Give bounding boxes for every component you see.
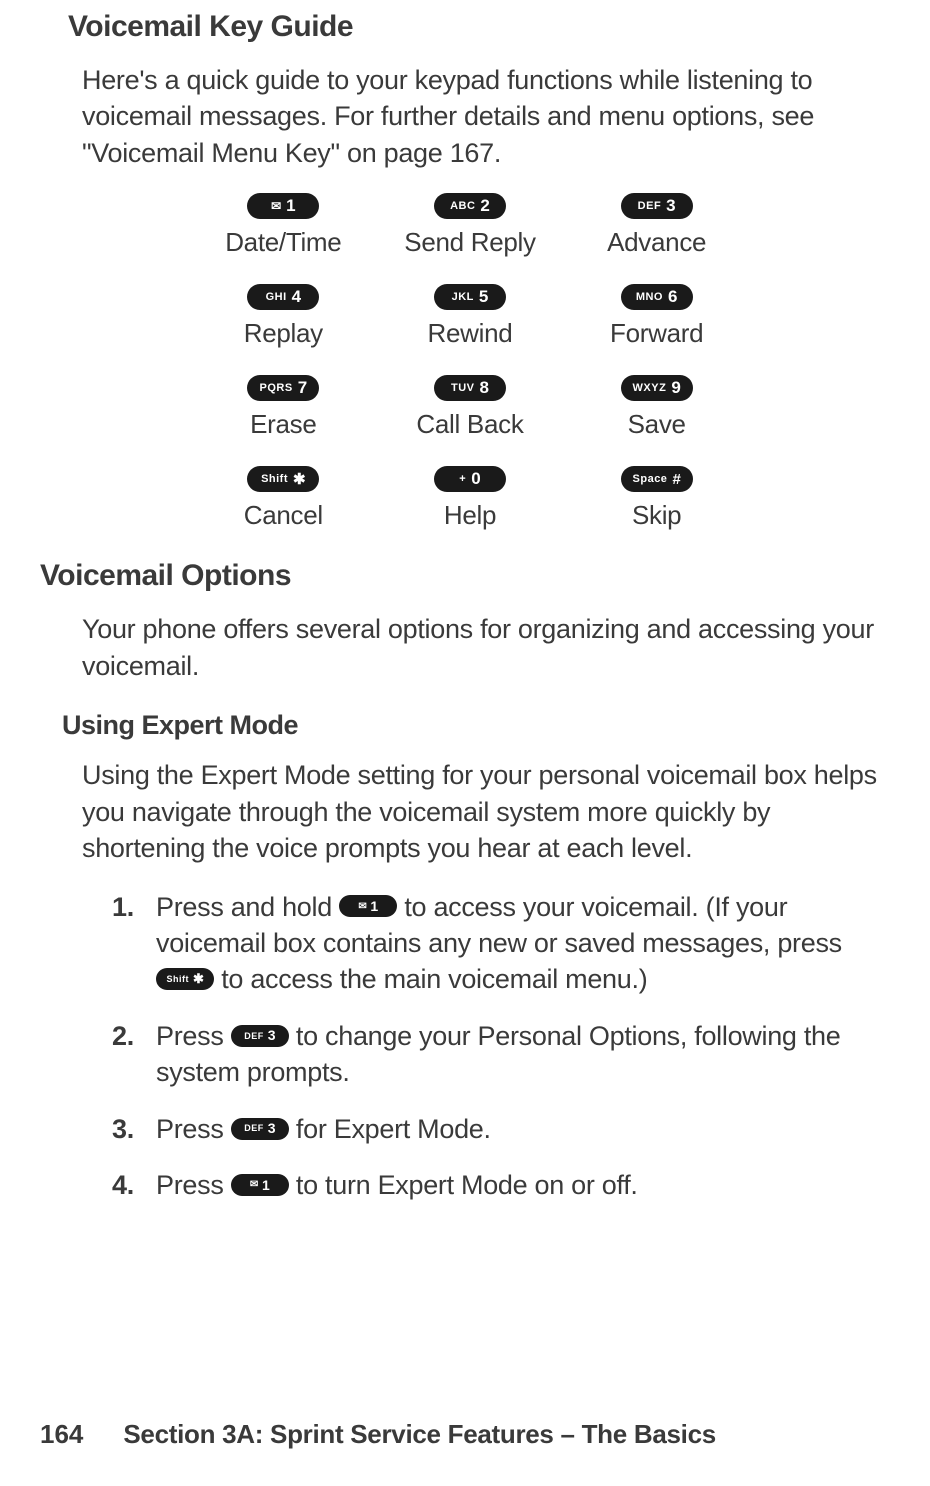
key-label: Send Reply — [377, 227, 564, 258]
intro-key-guide: Here's a quick guide to your keypad func… — [82, 62, 900, 171]
key-pill-icon: +0 — [434, 466, 506, 492]
key-label: Cancel — [190, 500, 377, 531]
key-star-icon: Shift✱ — [156, 968, 214, 990]
step-text: Press — [156, 1114, 231, 1144]
key-pill-icon: DEF3 — [621, 193, 693, 219]
step-number: 2. — [112, 1018, 134, 1054]
key-1-icon: ✉1 — [231, 1174, 289, 1196]
key-pill-icon: TUV8 — [434, 375, 506, 401]
key-cell: ✉1 Date/Time — [190, 193, 377, 258]
page-number: 164 — [40, 1419, 83, 1450]
step-text: Press — [156, 1170, 231, 1200]
key-pill-icon: ABC2 — [434, 193, 506, 219]
step-3: 3. Press DEF3 for Expert Mode. — [112, 1111, 900, 1147]
keypad-grid: ✉1 Date/Time ABC2 Send Reply DEF3 Advance GHI4… — [190, 193, 750, 531]
step-text: Press — [156, 1021, 231, 1051]
key-pill-icon: Space# — [621, 466, 693, 492]
step-2: 2. Press DEF3 to change your Personal Op… — [112, 1018, 900, 1091]
key-label: Help — [377, 500, 564, 531]
key-label: Rewind — [377, 318, 564, 349]
key-pill-icon: PQRS7 — [247, 375, 319, 401]
step-text: for Expert Mode. — [289, 1114, 491, 1144]
steps-list: 1. Press and hold ✉1 to access your voic… — [112, 889, 900, 1204]
key-label: Save — [563, 409, 750, 440]
heading-key-guide: Voicemail Key Guide — [68, 10, 900, 44]
key-cell: GHI4 Replay — [190, 284, 377, 349]
key-cell: WXYZ9 Save — [563, 375, 750, 440]
key-cell: Space# Skip — [563, 466, 750, 531]
step-4: 4. Press ✉1 to turn Expert Mode on or of… — [112, 1167, 900, 1203]
key-cell: TUV8 Call Back — [377, 375, 564, 440]
intro-voicemail-options: Your phone offers several options for or… — [82, 611, 900, 684]
subheading-expert-mode: Using Expert Mode — [62, 710, 900, 741]
footer-section-title: Section 3A: Sprint Service Features – Th… — [123, 1419, 716, 1450]
key-label: Call Back — [377, 409, 564, 440]
key-pill-icon: JKL5 — [434, 284, 506, 310]
key-3-icon: DEF3 — [231, 1118, 289, 1140]
key-label: Skip — [563, 500, 750, 531]
step-text: to access the main voicemail menu.) — [214, 964, 647, 994]
key-label: Advance — [563, 227, 750, 258]
key-label: Date/Time — [190, 227, 377, 258]
key-3-icon: DEF3 — [231, 1025, 289, 1047]
step-text: to turn Expert Mode on or off. — [289, 1170, 638, 1200]
key-1-icon: ✉1 — [339, 895, 397, 917]
key-cell: MNO6 Forward — [563, 284, 750, 349]
key-cell: PQRS7 Erase — [190, 375, 377, 440]
key-cell: Shift✱ Cancel — [190, 466, 377, 531]
key-label: Replay — [190, 318, 377, 349]
step-number: 4. — [112, 1167, 134, 1203]
key-label: Erase — [190, 409, 377, 440]
expert-mode-intro: Using the Expert Mode setting for your p… — [82, 757, 900, 866]
step-number: 1. — [112, 889, 134, 925]
key-cell: +0 Help — [377, 466, 564, 531]
key-pill-icon: MNO6 — [621, 284, 693, 310]
step-number: 3. — [112, 1111, 134, 1147]
key-cell: ABC2 Send Reply — [377, 193, 564, 258]
key-pill-icon: ✉1 — [247, 193, 319, 219]
key-cell: JKL5 Rewind — [377, 284, 564, 349]
page-footer: 164 Section 3A: Sprint Service Features … — [40, 1419, 716, 1450]
step-text: Press and hold — [156, 892, 339, 922]
step-1: 1. Press and hold ✉1 to access your voic… — [112, 889, 900, 998]
key-pill-icon: Shift✱ — [247, 466, 319, 492]
heading-voicemail-options: Voicemail Options — [40, 559, 900, 593]
key-pill-icon: WXYZ9 — [621, 375, 693, 401]
key-pill-icon: GHI4 — [247, 284, 319, 310]
key-cell: DEF3 Advance — [563, 193, 750, 258]
key-label: Forward — [563, 318, 750, 349]
